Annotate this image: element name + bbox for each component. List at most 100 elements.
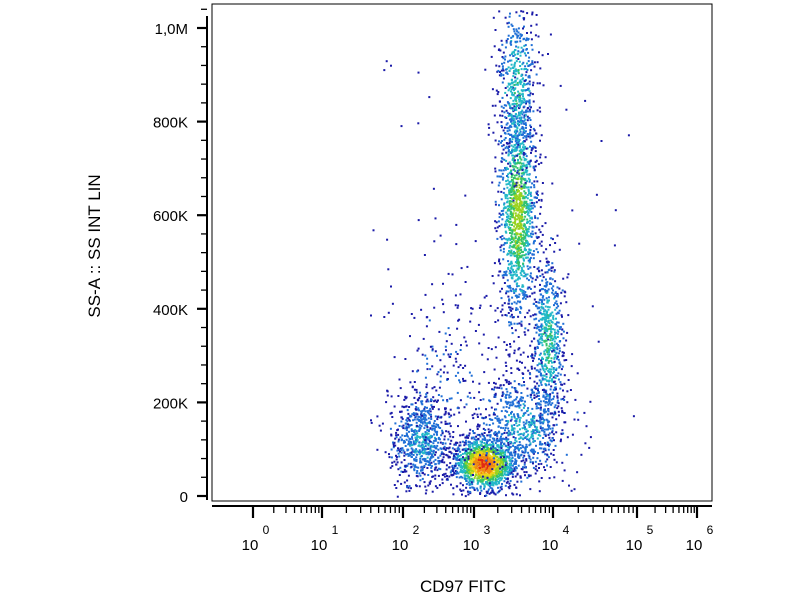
data-point [540, 447, 543, 450]
data-point [535, 375, 538, 378]
data-point [526, 161, 529, 163]
data-point [523, 190, 526, 193]
data-point [573, 418, 576, 421]
data-point [543, 327, 546, 330]
data-point [443, 445, 446, 448]
data-point [528, 219, 531, 222]
data-point [547, 308, 550, 311]
data-point [519, 416, 522, 419]
data-point [490, 476, 493, 479]
data-point [508, 205, 511, 208]
data-point [419, 394, 422, 397]
data-point [539, 336, 542, 339]
data-point [532, 226, 535, 229]
data-point [474, 475, 477, 477]
data-point [558, 362, 561, 365]
data-point [473, 451, 476, 454]
data-point [413, 388, 416, 391]
data-point [463, 448, 466, 451]
data-point [507, 295, 510, 298]
data-point [533, 391, 535, 394]
data-point [511, 138, 514, 141]
data-point [465, 441, 467, 444]
data-point [523, 259, 525, 262]
data-point [522, 122, 525, 125]
data-point [503, 432, 506, 434]
data-point [503, 476, 506, 479]
data-point [514, 439, 517, 442]
data-point [514, 148, 517, 151]
data-point [453, 413, 456, 416]
data-point [508, 472, 511, 475]
data-point [513, 233, 516, 236]
data-point [425, 418, 428, 421]
data-point [542, 303, 545, 305]
data-point [477, 444, 480, 447]
data-point [512, 192, 515, 195]
data-point [563, 344, 566, 347]
data-point [520, 122, 523, 125]
data-point [507, 451, 510, 454]
data-point [524, 122, 527, 125]
data-point [509, 306, 512, 309]
data-point [533, 347, 536, 350]
data-point [539, 309, 542, 312]
data-point [518, 322, 521, 325]
data-point [523, 218, 526, 221]
data-point [556, 286, 559, 289]
data-point [545, 375, 548, 378]
data-point [462, 484, 464, 487]
data-point [482, 454, 485, 457]
data-point [440, 421, 443, 424]
data-point [519, 226, 522, 229]
data-point [519, 265, 522, 268]
data-point [480, 450, 483, 453]
data-point [393, 460, 396, 463]
data-point [409, 454, 412, 457]
data-point [494, 170, 497, 173]
data-point [460, 460, 463, 463]
data-point [517, 189, 519, 191]
data-point [555, 388, 557, 391]
data-point [513, 466, 516, 469]
data-point [555, 352, 558, 355]
data-point [518, 123, 521, 126]
data-point [494, 104, 497, 107]
data-point [484, 495, 486, 497]
data-point [479, 467, 481, 469]
data-point [522, 270, 525, 273]
data-point [497, 190, 500, 193]
data-point [540, 443, 543, 446]
data-point [505, 219, 508, 222]
data-point [424, 463, 427, 466]
data-point [506, 142, 509, 145]
data-point [510, 172, 513, 175]
data-point [504, 466, 507, 469]
data-point [507, 147, 510, 150]
data-point [400, 416, 403, 419]
data-point [507, 209, 510, 212]
data-point [416, 432, 419, 435]
data-point [421, 400, 424, 403]
data-point [527, 252, 530, 255]
data-point [470, 459, 473, 462]
data-point [546, 316, 549, 319]
data-point [431, 428, 434, 431]
data-point [550, 237, 553, 240]
data-point [522, 403, 525, 406]
data-point [516, 244, 519, 247]
data-point [509, 452, 511, 455]
data-point [449, 435, 452, 438]
data-point [534, 150, 537, 153]
data-point [499, 49, 502, 52]
data-point [537, 463, 540, 466]
data-point [501, 81, 504, 84]
data-point [515, 459, 518, 462]
data-point [506, 130, 509, 133]
data-point [518, 383, 521, 386]
data-point [562, 397, 565, 400]
data-point [448, 432, 451, 435]
data-point [492, 422, 495, 425]
data-point [452, 487, 455, 490]
data-point [470, 457, 472, 460]
